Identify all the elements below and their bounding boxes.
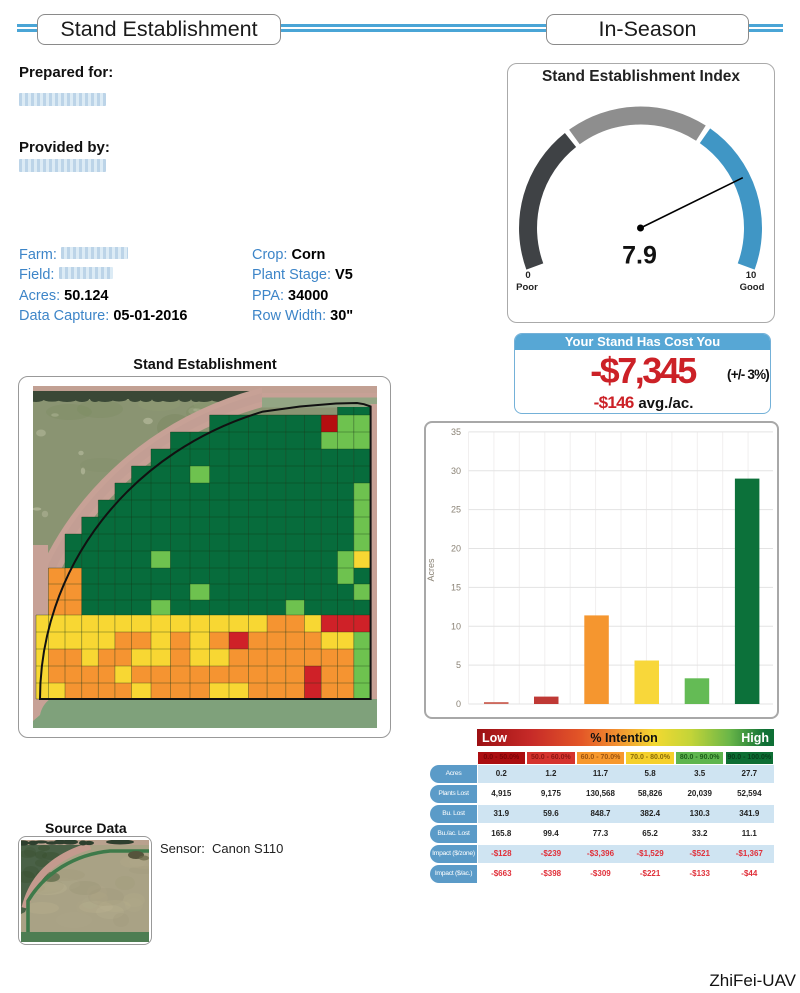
svg-text:0: 0 bbox=[456, 699, 461, 709]
svg-text:0: 0 bbox=[525, 270, 530, 281]
svg-text:10: 10 bbox=[746, 270, 757, 281]
svg-text:25: 25 bbox=[451, 505, 461, 515]
svg-text:10: 10 bbox=[451, 621, 461, 631]
svg-text:15: 15 bbox=[451, 582, 461, 592]
svg-text:Acres: Acres bbox=[426, 558, 436, 582]
svg-text:30: 30 bbox=[451, 466, 461, 476]
svg-text:20: 20 bbox=[451, 544, 461, 554]
svg-text:7.9: 7.9 bbox=[622, 242, 657, 270]
svg-text:35: 35 bbox=[451, 427, 461, 437]
svg-text:5: 5 bbox=[456, 660, 461, 670]
svg-text:Poor: Poor bbox=[516, 282, 538, 293]
svg-text:Good: Good bbox=[740, 282, 765, 293]
